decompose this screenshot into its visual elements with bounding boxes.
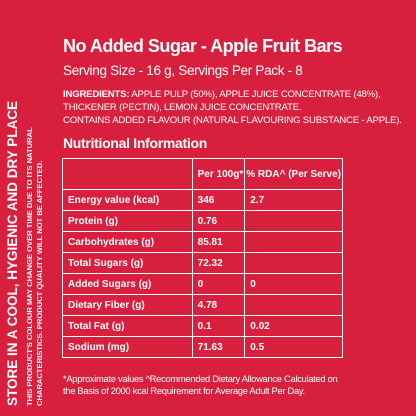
nutrient-value: 85.81 — [191, 231, 246, 253]
serving: Serving Size - 16 g, Servings Per Pack -… — [63, 63, 303, 78]
nutrient-name: Sodium (mg) — [62, 336, 193, 358]
nutrient-name: Total Fat (g) — [62, 315, 193, 337]
table-row: Added Sugars (g) 0 0 — [62, 273, 343, 295]
nutrient-value: 346 — [191, 189, 246, 211]
nutrient-name: Added Sugars (g) — [62, 273, 193, 295]
nutrient-name: Dietary Fiber (g) — [62, 294, 193, 316]
nutrient-value: 4.78 — [191, 294, 246, 316]
footnote-line: *Approximate values ^Recommended Dietary… — [63, 373, 338, 384]
footnote: *Approximate values ^Recommended Dietary… — [63, 373, 338, 397]
table-row: Protein (g) 0.76 — [62, 210, 343, 232]
nutrient-name: Total Sugars (g) — [62, 252, 193, 274]
notice: THIS PRODUCT'S COLOUR MAY CHANGE OVER TI… — [25, 100, 47, 406]
nutrient-value: 0 — [244, 273, 343, 295]
nutrient-value: 0 — [191, 273, 246, 295]
header-cell: Per 100g* — [191, 158, 246, 190]
nutrient-name: Protein (g) — [62, 210, 193, 232]
nutrient-value: 0.02 — [244, 315, 343, 337]
nutrient-value: 2.7 — [244, 189, 343, 211]
nutrient-name: Energy value (kcal) — [62, 189, 193, 211]
nutrient-value: 0.76 — [191, 210, 246, 232]
ingredients-line: THICKENER (PECTIN), LEMON JUICE CONCENTR… — [63, 102, 302, 113]
ingredients-label: INGREDIENTS: — [63, 89, 130, 100]
table-row: Energy value (kcal) 346 2.7 — [62, 189, 343, 211]
nutrition-table: Per 100g* % RDA^ (Per Serve) Energy valu… — [62, 158, 343, 358]
footnote-line: the Basis of 2000 kcal Requirement for A… — [63, 385, 305, 396]
nutrient-value — [244, 231, 343, 253]
nutrient-value: 71.63 — [191, 336, 246, 358]
ingredients: INGREDIENTS: APPLE PULP (50%), APPLE JUI… — [63, 88, 402, 127]
nutrient-value: 0.1 — [191, 315, 246, 337]
notice-line: CHARACTERISTICS. PRODUCT QUALITY WILL NO… — [35, 160, 44, 406]
nutrient-value: 0.5 — [244, 336, 343, 358]
header-cell: % RDA^ (Per Serve) — [244, 158, 343, 190]
table-row: Dietary Fiber (g) 4.78 — [62, 294, 343, 316]
table-row: Total Fat (g) 0.1 0.02 — [62, 315, 343, 337]
ingredients-line: APPLE PULP (50%), APPLE JUICE CONCENTRAT… — [131, 89, 381, 100]
nutrient-value — [244, 252, 343, 274]
notice-line: THIS PRODUCT'S COLOUR MAY CHANGE OVER TI… — [25, 127, 34, 406]
table-row: Carbohydrates (g) 85.81 — [62, 231, 343, 253]
nutrient-value — [244, 294, 343, 316]
table-row: Sodium (mg) 71.63 0.5 — [62, 336, 343, 358]
nutrient-value — [244, 210, 343, 232]
table-row: Total Sugars (g) 72.32 — [62, 252, 343, 274]
storage-text: STORE IN A COOL, HYGIENIC AND DRY PLACE — [5, 100, 20, 406]
nutrient-value: 72.32 — [191, 252, 246, 274]
title: No Added Sugar - Apple Fruit Bars — [63, 36, 343, 56]
table-title: Nutritional Information — [63, 135, 207, 151]
nutrient-name: Carbohydrates (g) — [62, 231, 193, 253]
ingredients-line: CONTAINS ADDED FLAVOUR (NATURAL FLAVOURI… — [63, 115, 402, 126]
header-cell — [62, 158, 193, 190]
